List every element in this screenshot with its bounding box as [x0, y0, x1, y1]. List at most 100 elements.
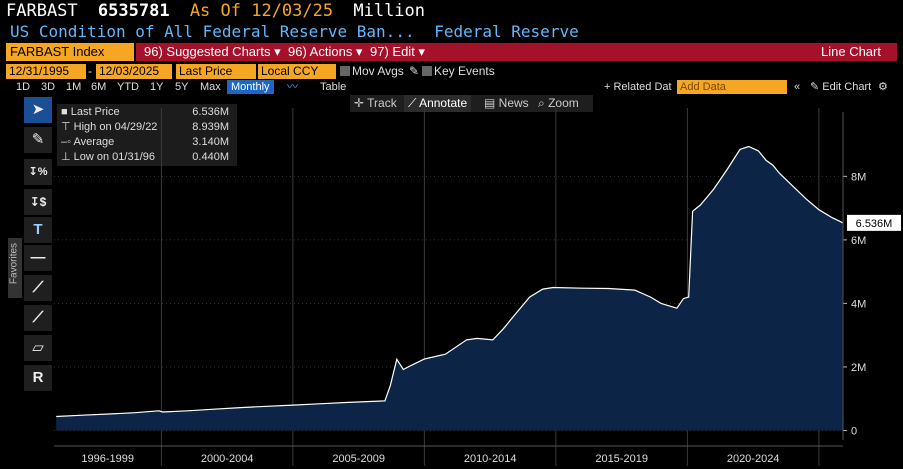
x-period-label: 1996-1999 — [81, 453, 134, 465]
track-tool[interactable]: ✛ Track — [350, 95, 397, 112]
x-period-label: 2015-2019 — [595, 453, 648, 465]
legend-low-label: Low on 01/31/96 — [73, 151, 155, 163]
end-date-input[interactable]: 12/03/2025 — [96, 64, 172, 79]
favorites-tab[interactable] — [8, 238, 22, 298]
news-icon: ▤ — [484, 96, 499, 110]
magnifier-icon: ⌕ — [538, 96, 549, 110]
series-area — [56, 146, 844, 431]
legend-last-value: 6.536M — [192, 106, 229, 118]
edit-menu[interactable]: 97) Edit ▾ — [370, 44, 425, 59]
period-6m[interactable]: 6M — [91, 81, 107, 93]
pen-icon[interactable]: ✎ — [24, 127, 52, 153]
y-tick-label: 8M — [851, 171, 866, 183]
date-separator: - — [88, 64, 92, 78]
legend-last-label: Last Price — [70, 106, 120, 118]
text-tool-icon[interactable]: T — [24, 217, 52, 243]
crosshair-icon: ✛ — [354, 96, 368, 110]
related-data-button[interactable]: + Related Dat — [604, 81, 672, 93]
suggested-charts-menu[interactable]: 96) Suggested Charts ▾ — [144, 44, 281, 59]
track-label: Track — [367, 96, 397, 110]
y-tick-label: 0 — [851, 425, 857, 437]
legend-low: ⊥ Low on 01/31/96 — [61, 151, 155, 164]
last-value: 6535781 — [97, 1, 170, 21]
legend-average: –◦ Average — [61, 136, 114, 149]
zoom-label: Zoom — [548, 96, 579, 110]
x-period-label: 2000-2004 — [201, 453, 254, 465]
collapse-icon[interactable]: « — [794, 81, 801, 93]
white-square-icon: ■ — [61, 106, 71, 118]
x-axis: 1996-1999 2000-2004 2005-2009 2010-2014 2015… — [54, 445, 843, 465]
key-events-checkbox[interactable] — [422, 66, 432, 76]
edit-chart-label: Edit Chart — [822, 81, 872, 93]
news-label: News — [498, 96, 529, 110]
pencil-icon[interactable]: ✎ — [409, 64, 420, 78]
y-axis: 0 2M 4M 6M 8M — [842, 112, 866, 440]
legend-average-value: 3.140M — [192, 136, 229, 148]
channel-icon[interactable]: ▱ — [24, 335, 52, 361]
value-tag-box — [847, 214, 901, 231]
period-3d[interactable]: 3D — [41, 81, 56, 93]
frequency-select[interactable]: Monthly — [227, 80, 274, 94]
horizontal-line-icon[interactable]: — — [24, 245, 52, 271]
units-label: Million — [353, 1, 426, 21]
x-period-label: 2010-2014 — [464, 453, 517, 465]
current-value-tag: 6.536M — [847, 214, 901, 231]
ray-line-icon[interactable]: ⟋ — [24, 305, 52, 331]
drawing-toolbox: ➤ ✎ ↧% ↧$ T — ⟋ ⟋ ▱ R — [24, 97, 52, 393]
retracement-icon[interactable]: R — [24, 365, 52, 391]
value-tag-text: 6.536M — [856, 218, 893, 230]
chart-style-icon[interactable]: 〰 — [287, 81, 298, 93]
source-text: Federal Reserve — [434, 22, 579, 41]
y-tick-label: 4M — [851, 298, 866, 310]
gear-icon[interactable]: ⚙ — [878, 81, 888, 93]
trendline-icon[interactable]: ⟋ — [24, 275, 52, 301]
period-1d[interactable]: 1D — [16, 81, 31, 93]
cursor-icon[interactable]: ➤ — [24, 97, 52, 123]
percent-measure-icon[interactable]: ↧% — [24, 159, 52, 185]
chart-legend: ■ Last Price 6.536M ⊤ High on 04/29/22 8… — [57, 104, 237, 166]
low-marker-icon: ⊥ — [61, 151, 74, 163]
start-date-input[interactable]: 12/31/1995 — [6, 64, 86, 79]
period-1y[interactable]: 1Y — [150, 81, 164, 93]
menu-bar: FARBAST Index 96) Suggested Charts ▾ 96)… — [6, 43, 897, 61]
dollar-measure-icon[interactable]: ↧$ — [24, 189, 52, 215]
price-field-select[interactable]: Last Price — [176, 64, 256, 79]
legend-last-price: ■ Last Price — [61, 106, 120, 119]
currency-select[interactable]: Local CCY — [258, 64, 336, 79]
legend-low-value: 0.440M — [192, 151, 229, 163]
menu-strip — [136, 43, 897, 61]
legend-high: ⊤ High on 04/29/22 — [61, 121, 157, 134]
chart-type-label[interactable]: Line Chart — [821, 44, 881, 59]
legend-average-label: Average — [73, 136, 115, 148]
period-max[interactable]: Max — [200, 81, 221, 93]
y-tick-label: 2M — [851, 362, 866, 374]
period-bar: 1D 3D 1M 6M YTD 1Y 5Y Max Monthly 〰 Tabl… — [6, 80, 903, 94]
mov-avgs-checkbox[interactable] — [340, 66, 350, 76]
mov-avgs-label[interactable]: Mov Avgs — [352, 64, 404, 78]
average-marker-icon: –◦ — [61, 136, 74, 148]
table-button[interactable]: Table — [320, 81, 347, 93]
annotate-tool[interactable]: ⟋ Annotate — [404, 95, 472, 112]
control-row: 12/31/1995 - 12/03/2025 Last Price Local… — [6, 64, 903, 80]
high-marker-icon: ⊤ — [61, 121, 74, 133]
title-bar: FARBAST 6535781 As Of 12/03/25 Million — [6, 0, 903, 22]
zoom-tool[interactable]: ⌕ Zoom — [538, 95, 579, 112]
y-tick-label: 6M — [851, 235, 866, 247]
add-data-input[interactable]: Add Data — [677, 80, 787, 94]
x-period-label: 2005-2009 — [332, 453, 385, 465]
chart-toolbar: ✛ Track ⟋ Annotate ▤ News ⌕ Zoom — [350, 95, 593, 112]
period-1m[interactable]: 1M — [66, 81, 82, 93]
ticker-field[interactable]: FARBAST Index — [6, 43, 134, 61]
x-period-label: 2020-2024 — [727, 453, 780, 465]
key-events-label[interactable]: Key Events — [434, 64, 495, 78]
edit-chart-button[interactable]: ✎ Edit Chart — [810, 81, 872, 93]
actions-menu[interactable]: 96) Actions ▾ — [288, 44, 363, 59]
period-ytd[interactable]: YTD — [117, 81, 139, 93]
legend-high-value: 8.939M — [192, 121, 229, 133]
period-5y[interactable]: 5Y — [175, 81, 189, 93]
news-tool[interactable]: ▤ News — [484, 95, 529, 112]
legend-high-label: High on 04/29/22 — [73, 121, 158, 133]
ticker-code: FARBAST — [6, 1, 78, 21]
as-of-date: As Of 12/03/25 — [189, 1, 334, 21]
